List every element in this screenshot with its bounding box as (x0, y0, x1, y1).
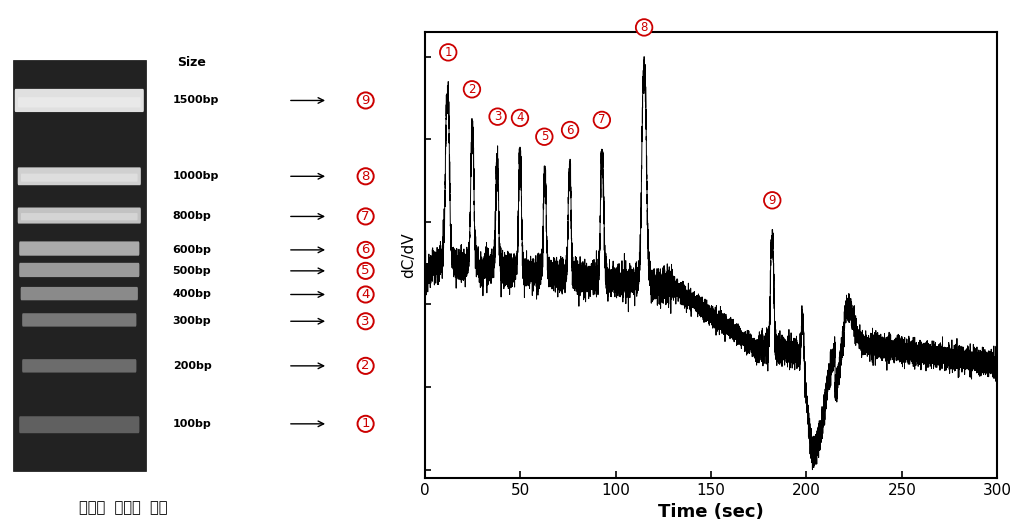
Text: 6: 6 (567, 124, 574, 136)
Text: 200bp: 200bp (173, 361, 212, 371)
Text: 2: 2 (469, 83, 476, 96)
Text: 1: 1 (444, 46, 452, 59)
Text: 3: 3 (361, 315, 370, 328)
FancyBboxPatch shape (19, 242, 139, 256)
Text: 7: 7 (361, 210, 370, 223)
FancyBboxPatch shape (14, 89, 144, 112)
Text: 8: 8 (640, 21, 648, 34)
Text: 1000bp: 1000bp (173, 172, 219, 181)
FancyBboxPatch shape (12, 61, 146, 470)
FancyBboxPatch shape (23, 313, 136, 327)
Text: 5: 5 (540, 130, 548, 143)
Text: 600bp: 600bp (173, 245, 212, 255)
Text: 5: 5 (361, 264, 370, 277)
Text: 500bp: 500bp (173, 266, 212, 276)
Text: 6: 6 (361, 243, 369, 256)
Y-axis label: dC/dV: dC/dV (401, 232, 416, 278)
Text: 7: 7 (598, 114, 606, 126)
FancyBboxPatch shape (23, 359, 136, 373)
FancyBboxPatch shape (18, 97, 140, 107)
Text: 100bp: 100bp (173, 419, 212, 429)
Text: 4: 4 (517, 112, 524, 124)
Text: 800bp: 800bp (173, 211, 212, 221)
Text: 400bp: 400bp (173, 289, 212, 299)
FancyBboxPatch shape (21, 174, 137, 182)
Text: 측정에  사용된  시료: 측정에 사용된 시료 (79, 500, 167, 515)
FancyBboxPatch shape (17, 167, 141, 185)
FancyBboxPatch shape (19, 416, 139, 433)
X-axis label: Time (sec): Time (sec) (658, 503, 764, 521)
FancyBboxPatch shape (19, 263, 139, 277)
Text: 4: 4 (361, 288, 369, 301)
FancyBboxPatch shape (17, 208, 141, 224)
Text: 3: 3 (494, 110, 501, 123)
Text: 9: 9 (361, 94, 369, 107)
Text: 1500bp: 1500bp (173, 96, 219, 106)
Text: 1: 1 (361, 417, 370, 430)
Text: Size: Size (177, 56, 207, 69)
Text: 2: 2 (361, 359, 370, 372)
FancyBboxPatch shape (21, 213, 137, 220)
Text: 9: 9 (768, 194, 776, 207)
FancyBboxPatch shape (20, 287, 138, 301)
Text: 8: 8 (361, 170, 369, 183)
Text: 300bp: 300bp (173, 316, 212, 326)
